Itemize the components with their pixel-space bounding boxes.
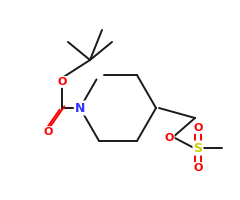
Text: O: O bbox=[57, 77, 67, 87]
Text: O: O bbox=[193, 163, 203, 173]
Text: O: O bbox=[43, 127, 53, 137]
Text: O: O bbox=[164, 133, 174, 143]
Text: O: O bbox=[193, 123, 203, 133]
Text: S: S bbox=[193, 142, 203, 154]
Text: N: N bbox=[75, 102, 85, 114]
